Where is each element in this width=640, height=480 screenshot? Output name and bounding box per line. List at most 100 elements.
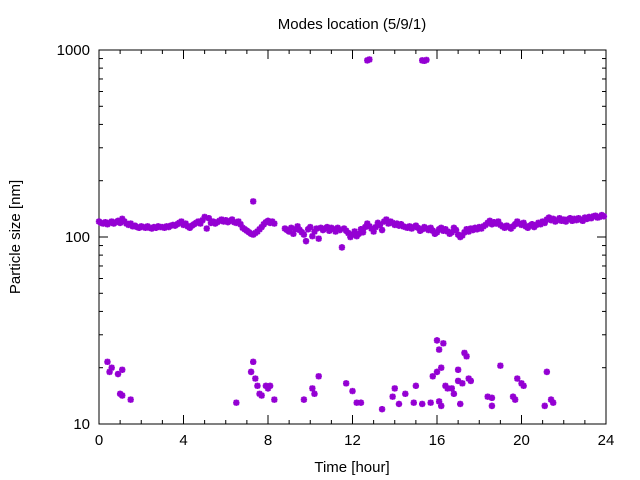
- data-point: [351, 228, 358, 235]
- data-point: [412, 382, 420, 390]
- data-point: [127, 396, 134, 403]
- data-point: [332, 228, 339, 235]
- data-point: [410, 399, 417, 406]
- data-point: [266, 382, 274, 390]
- data-point: [201, 213, 208, 221]
- data-point: [402, 390, 409, 398]
- data-point: [233, 399, 240, 406]
- data-point: [372, 223, 379, 231]
- data-point: [600, 213, 608, 220]
- data-point: [450, 390, 458, 398]
- data-point: [427, 399, 434, 406]
- data-point: [435, 346, 443, 353]
- data-point: [427, 224, 434, 231]
- data-point: [311, 228, 318, 235]
- data-point: [368, 225, 375, 232]
- x-tick-labels: 0 4 8 12 16 20 24: [95, 432, 615, 449]
- data-point: [467, 377, 474, 385]
- data-point: [370, 228, 377, 235]
- y-tick-label: 1000: [57, 42, 90, 59]
- data-point: [383, 216, 390, 223]
- data-point: [349, 231, 356, 238]
- data-point: [547, 396, 555, 403]
- x-axis-label: Time [hour]: [314, 459, 389, 476]
- data-point: [315, 235, 322, 242]
- data-point: [378, 226, 386, 234]
- data-point: [448, 385, 455, 392]
- data-point: [119, 392, 126, 399]
- data-point: [116, 219, 124, 227]
- data-point: [433, 368, 441, 376]
- data-point: [271, 220, 278, 227]
- data-point: [300, 396, 308, 403]
- data-point: [541, 219, 548, 227]
- data-point: [395, 400, 403, 408]
- data-point: [440, 340, 447, 347]
- data-point: [389, 393, 396, 400]
- data-point: [294, 223, 301, 230]
- data-point: [104, 358, 111, 366]
- data-point: [326, 227, 333, 234]
- data-point: [452, 226, 460, 234]
- data-point: [258, 223, 265, 231]
- data-point: [285, 228, 293, 235]
- data-point: [435, 398, 443, 405]
- chart-title: Modes location (5/9/1): [278, 16, 426, 33]
- data-point: [338, 244, 346, 251]
- data-point: [361, 223, 369, 231]
- data-point: [438, 402, 445, 410]
- x-tick-label: 8: [264, 432, 272, 449]
- data-point: [106, 368, 113, 376]
- data-point: [323, 223, 331, 231]
- data-point: [302, 237, 310, 245]
- data-point: [433, 337, 441, 344]
- data-point: [495, 218, 502, 225]
- y-tick-label: 10: [73, 416, 90, 433]
- data-point: [199, 216, 206, 224]
- data-point: [178, 218, 185, 225]
- data-point: [366, 56, 373, 63]
- data-point: [541, 402, 548, 410]
- data-point: [197, 220, 204, 227]
- data-point: [497, 362, 504, 369]
- data-point: [237, 221, 244, 228]
- data-point: [119, 366, 126, 373]
- data-point: [444, 385, 451, 392]
- data-point: [461, 349, 468, 357]
- data-point: [520, 382, 527, 390]
- data-point: [511, 396, 519, 403]
- y-axis-label: Particle size [nm]: [7, 180, 24, 294]
- data-point: [345, 229, 352, 237]
- data-point: [357, 399, 365, 406]
- data-point: [342, 380, 350, 387]
- data-point: [108, 364, 115, 371]
- data-point: [454, 377, 462, 385]
- data-point: [271, 396, 278, 403]
- data-point: [355, 230, 363, 238]
- data-point: [438, 364, 445, 371]
- data-point: [433, 229, 441, 236]
- data-point: [488, 394, 496, 402]
- data-point: [353, 399, 360, 406]
- data-point: [336, 226, 344, 234]
- data-point: [486, 217, 494, 225]
- data-point: [461, 229, 468, 236]
- data-point: [429, 227, 436, 234]
- data-point: [549, 399, 557, 406]
- x-tick-label: 4: [179, 432, 187, 449]
- data-point: [484, 393, 491, 400]
- data-point: [292, 226, 299, 233]
- data-point: [250, 198, 257, 205]
- data-point: [376, 221, 384, 229]
- data-point: [127, 220, 134, 227]
- data-point: [300, 231, 308, 238]
- data-point: [364, 220, 371, 227]
- data-point: [114, 370, 122, 378]
- data-point: [511, 221, 519, 228]
- data-point: [357, 226, 365, 233]
- data-point: [488, 402, 496, 410]
- data-point: [454, 366, 462, 373]
- data-point: [258, 392, 265, 399]
- data-point: [419, 400, 426, 408]
